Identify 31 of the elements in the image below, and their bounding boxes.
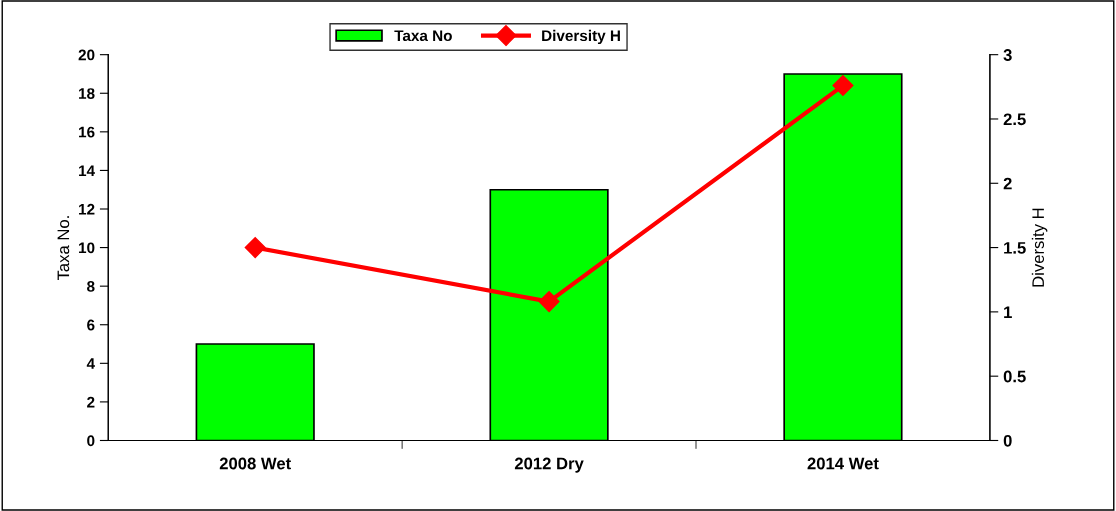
y2-tick-label: 0.5: [1003, 370, 1026, 383]
y2-tick-label: 2: [1003, 177, 1012, 190]
x-tick-label: 2008 Wet: [219, 457, 291, 470]
point: [538, 291, 560, 313]
y-tick-label: 14: [79, 165, 95, 176]
y-tick-label: 10: [79, 242, 95, 254]
y2-tick-label: 1.5: [1004, 242, 1026, 254]
y-tick-label: 8: [87, 281, 95, 292]
y-tick-label: 2: [87, 396, 95, 408]
point: [832, 75, 854, 97]
y2-tick-label: 0: [1003, 434, 1012, 447]
y-tick-label: 4: [86, 358, 95, 369]
y-tick-label: 20: [78, 49, 95, 61]
y-tick-label: 18: [79, 88, 95, 99]
y-tick-label: 6: [87, 319, 95, 331]
x-tick-label: 2012 Dry: [514, 457, 584, 473]
y-axis-title: Taxa No.: [57, 216, 70, 281]
y2-tick-label: 2.5: [1003, 113, 1026, 126]
y2-tick-label: 3: [1003, 49, 1012, 61]
bar: [783, 73, 903, 441]
y-tick-label: 12: [79, 203, 95, 215]
bar: [195, 343, 315, 441]
bar: [489, 188, 609, 441]
y2-axis-title: Diversity H: [1031, 208, 1048, 287]
legend-label: Taxa No: [394, 30, 452, 42]
y2-tick-label: 1: [1004, 306, 1012, 318]
point: [244, 237, 266, 259]
x-tick-label: 2014 Wet: [807, 457, 879, 470]
y-tick-label: 0: [87, 435, 95, 447]
legend-label: Diversity H: [542, 29, 620, 45]
y-tick-label: 16: [79, 126, 95, 138]
